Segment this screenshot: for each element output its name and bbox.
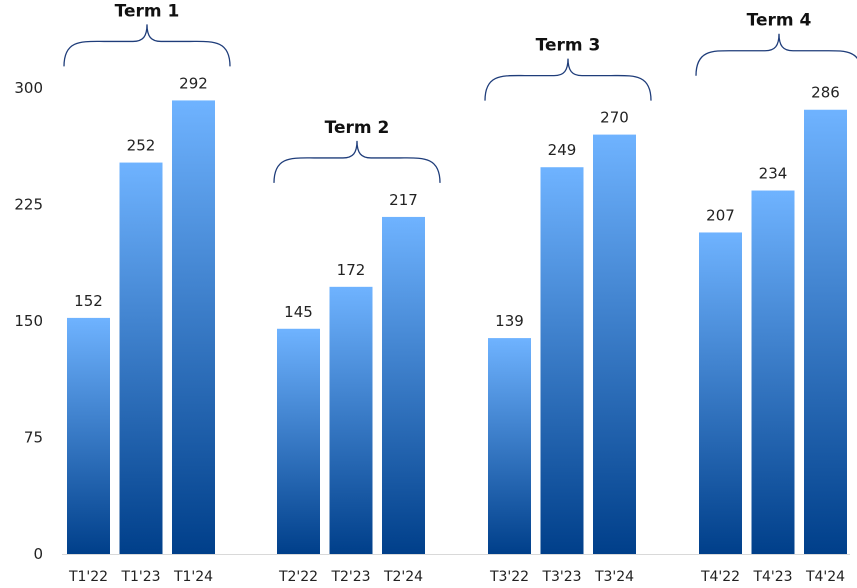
x-tick-label: T3'23	[541, 569, 581, 585]
x-tick-label: T4'24	[805, 569, 845, 585]
group-label: Term 1	[115, 1, 180, 21]
group-brace	[484, 58, 652, 101]
bar	[699, 232, 742, 554]
data-label: 270	[600, 109, 629, 127]
group-label: Term 4	[747, 11, 812, 31]
data-label: 286	[811, 84, 840, 102]
bar	[804, 109, 847, 554]
x-tick-label: T4'23	[752, 569, 792, 585]
y-tick-label: 0	[33, 545, 43, 563]
x-tick-label: T2'23	[330, 569, 370, 585]
data-label: 152	[74, 292, 103, 310]
bar	[172, 100, 215, 554]
y-axis: 0 75 150 225 300	[14, 79, 43, 563]
data-label: 234	[759, 165, 788, 183]
bar	[277, 328, 320, 554]
x-tick-label: T1'22	[68, 569, 108, 585]
x-tick-label: T3'22	[489, 569, 529, 585]
data-label: 145	[284, 303, 313, 321]
data-label: 139	[495, 312, 524, 330]
group-brace	[63, 24, 231, 67]
data-label: 172	[337, 261, 366, 279]
x-axis: T1'22 T1'23 T1'24 T2'22 T2'23 T2'24 T3'22 T3'23…	[62, 554, 850, 585]
group-brace	[273, 140, 441, 183]
x-tick-label: T4'22	[700, 569, 740, 585]
bar	[593, 134, 636, 554]
bar	[382, 216, 425, 554]
data-label: 249	[548, 141, 577, 159]
bar	[751, 190, 795, 554]
x-tick-label: T2'24	[383, 569, 423, 585]
x-tick-label: T1'23	[120, 569, 160, 585]
group-braces: Term 1 Term 2 Term 3 Term 4	[63, 1, 857, 183]
y-tick-label: 75	[24, 429, 43, 447]
data-label: 207	[706, 206, 735, 224]
x-tick-label: T2'22	[278, 569, 318, 585]
data-label: 217	[389, 191, 418, 209]
y-tick-label: 225	[14, 196, 43, 214]
bar	[540, 167, 584, 554]
bar	[488, 338, 531, 554]
group-label: Term 3	[536, 36, 601, 56]
x-tick-label: T1'24	[173, 569, 213, 585]
bar	[119, 162, 163, 554]
y-tick-label: 150	[14, 312, 43, 330]
data-label: 292	[179, 74, 208, 92]
bars	[67, 100, 847, 554]
data-labels: 152 252 292 145 172 217 139 249 270 207 234 286	[74, 74, 840, 330]
bar	[329, 286, 373, 554]
y-tick-label: 300	[14, 79, 43, 97]
group-brace	[695, 33, 857, 76]
bar	[67, 317, 110, 554]
x-tick-label: T3'24	[594, 569, 634, 585]
group-label: Term 2	[325, 118, 390, 138]
data-label: 252	[127, 137, 156, 155]
